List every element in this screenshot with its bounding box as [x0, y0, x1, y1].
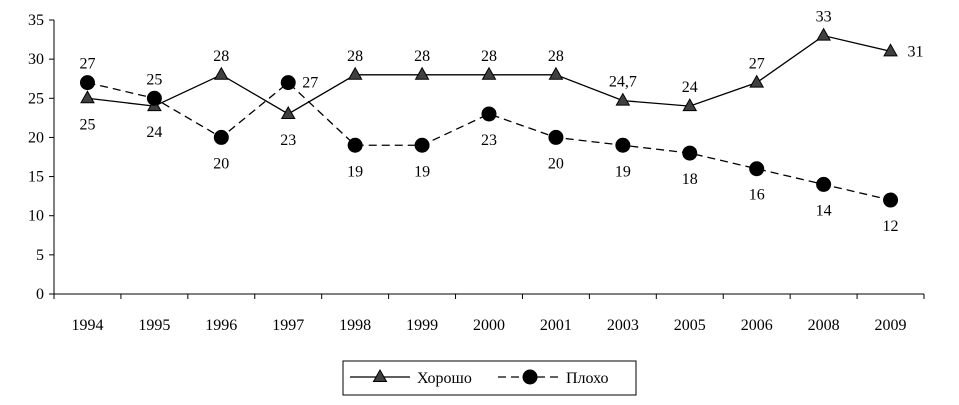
data-label-good-1997: 23 — [280, 132, 296, 149]
x-tick-label: 2006 — [741, 317, 773, 334]
x-tick-label: 1996 — [205, 317, 237, 334]
data-label-bad-2005: 18 — [682, 171, 698, 188]
y-tick-label: 35 — [28, 12, 44, 29]
data-label-bad-1998: 19 — [347, 163, 363, 180]
marker-bad-1994 — [79, 75, 95, 91]
data-label-bad-2001: 20 — [548, 155, 564, 172]
y-tick-label: 5 — [36, 247, 44, 264]
marker-good-2001 — [548, 66, 564, 80]
data-label-good-1995: 24 — [146, 124, 162, 141]
data-label-bad-1996: 20 — [213, 155, 229, 172]
marker-bad-1999 — [414, 137, 430, 153]
marker-good-2003 — [615, 92, 631, 106]
data-labels: 25 24 28 23 28 28 28 28 24,7 24 27 33 31 27 25 20 27 19 19… — [79, 9, 923, 235]
y-tick-label: 10 — [28, 208, 44, 225]
x-tick-label: 1997 — [272, 317, 304, 334]
marker-bad-2003 — [615, 137, 631, 153]
chart-axes — [49, 19, 925, 299]
legend-label-bad: Плохо — [566, 370, 609, 387]
data-label-good-1999: 28 — [414, 48, 430, 65]
data-label-bad-2000: 23 — [481, 132, 497, 149]
y-tick-label: 25 — [28, 90, 44, 107]
marker-bad-2000 — [481, 106, 497, 122]
data-label-bad-1995: 25 — [146, 71, 162, 88]
marker-good-1998 — [347, 66, 363, 80]
marker-good-2006 — [749, 74, 765, 88]
x-tick-label: 2000 — [473, 317, 505, 334]
data-label-good-2000: 28 — [481, 48, 497, 65]
marker-good-1999 — [414, 66, 430, 80]
marker-bad-2008 — [816, 176, 832, 192]
x-tick-label: 1999 — [406, 317, 438, 334]
series-markers — [79, 27, 899, 208]
marker-good-2000 — [481, 66, 497, 80]
x-axis-tick-labels: 1994 1995 1996 1997 1998 1999 2000 2001 2003 2005… — [71, 317, 906, 334]
legend: Хорошо Плохо — [342, 360, 637, 396]
marker-bad-1995 — [146, 90, 162, 106]
x-tick-label: 2005 — [674, 317, 706, 334]
marker-bad-2001 — [548, 129, 564, 145]
legend-box — [342, 360, 637, 396]
x-tick-label: 2008 — [808, 317, 840, 334]
x-tick-label: 2009 — [875, 317, 907, 334]
data-label-good-2006: 27 — [749, 56, 765, 73]
marker-good-1994 — [80, 90, 95, 104]
marker-bad-1996 — [213, 129, 229, 145]
data-label-bad-2003: 19 — [615, 163, 631, 180]
marker-good-2005 — [682, 98, 698, 112]
marker-good-1996 — [213, 66, 229, 80]
data-label-good-1996: 28 — [213, 48, 229, 65]
data-label-bad-1999: 19 — [414, 163, 430, 180]
data-label-good-2008: 33 — [816, 9, 832, 26]
marker-bad-1997 — [280, 75, 296, 91]
y-tick-label: 30 — [28, 51, 44, 68]
x-tick-label: 1995 — [138, 317, 170, 334]
legend-circle-marker — [522, 369, 538, 385]
marker-bad-2009 — [883, 192, 899, 208]
y-axis-tick-labels: 0 5 10 15 20 25 30 35 — [28, 12, 44, 303]
data-label-good-2003: 24,7 — [609, 74, 637, 91]
x-tick-label: 2003 — [607, 317, 639, 334]
data-label-bad-1997: 27 — [302, 75, 318, 92]
y-tick-label: 20 — [28, 129, 44, 146]
marker-bad-2006 — [749, 161, 765, 177]
data-label-bad-2008: 14 — [816, 202, 832, 219]
x-tick-label: 2001 — [540, 317, 572, 334]
marker-good-1997 — [280, 105, 296, 119]
marker-bad-2005 — [682, 145, 698, 161]
marker-good-2008 — [816, 27, 831, 41]
legend-label-good: Хорошо — [417, 370, 472, 387]
data-label-bad-1994: 27 — [79, 56, 95, 73]
data-label-good-1998: 28 — [347, 48, 363, 65]
y-tick-label: 15 — [28, 169, 44, 186]
x-tick-label: 1994 — [71, 317, 103, 334]
y-tick-label: 0 — [36, 286, 44, 303]
data-label-bad-2009: 12 — [883, 218, 899, 235]
data-label-bad-2006: 16 — [749, 187, 765, 204]
data-label-good-2009: 31 — [908, 43, 924, 60]
data-label-good-1994: 25 — [79, 116, 95, 133]
data-label-good-2001: 28 — [548, 48, 564, 65]
data-label-good-2005: 24 — [682, 79, 698, 96]
legend-triangle-marker — [372, 368, 388, 382]
marker-bad-1998 — [347, 137, 363, 153]
x-tick-label: 1998 — [339, 317, 371, 334]
marker-good-2009 — [883, 43, 898, 57]
